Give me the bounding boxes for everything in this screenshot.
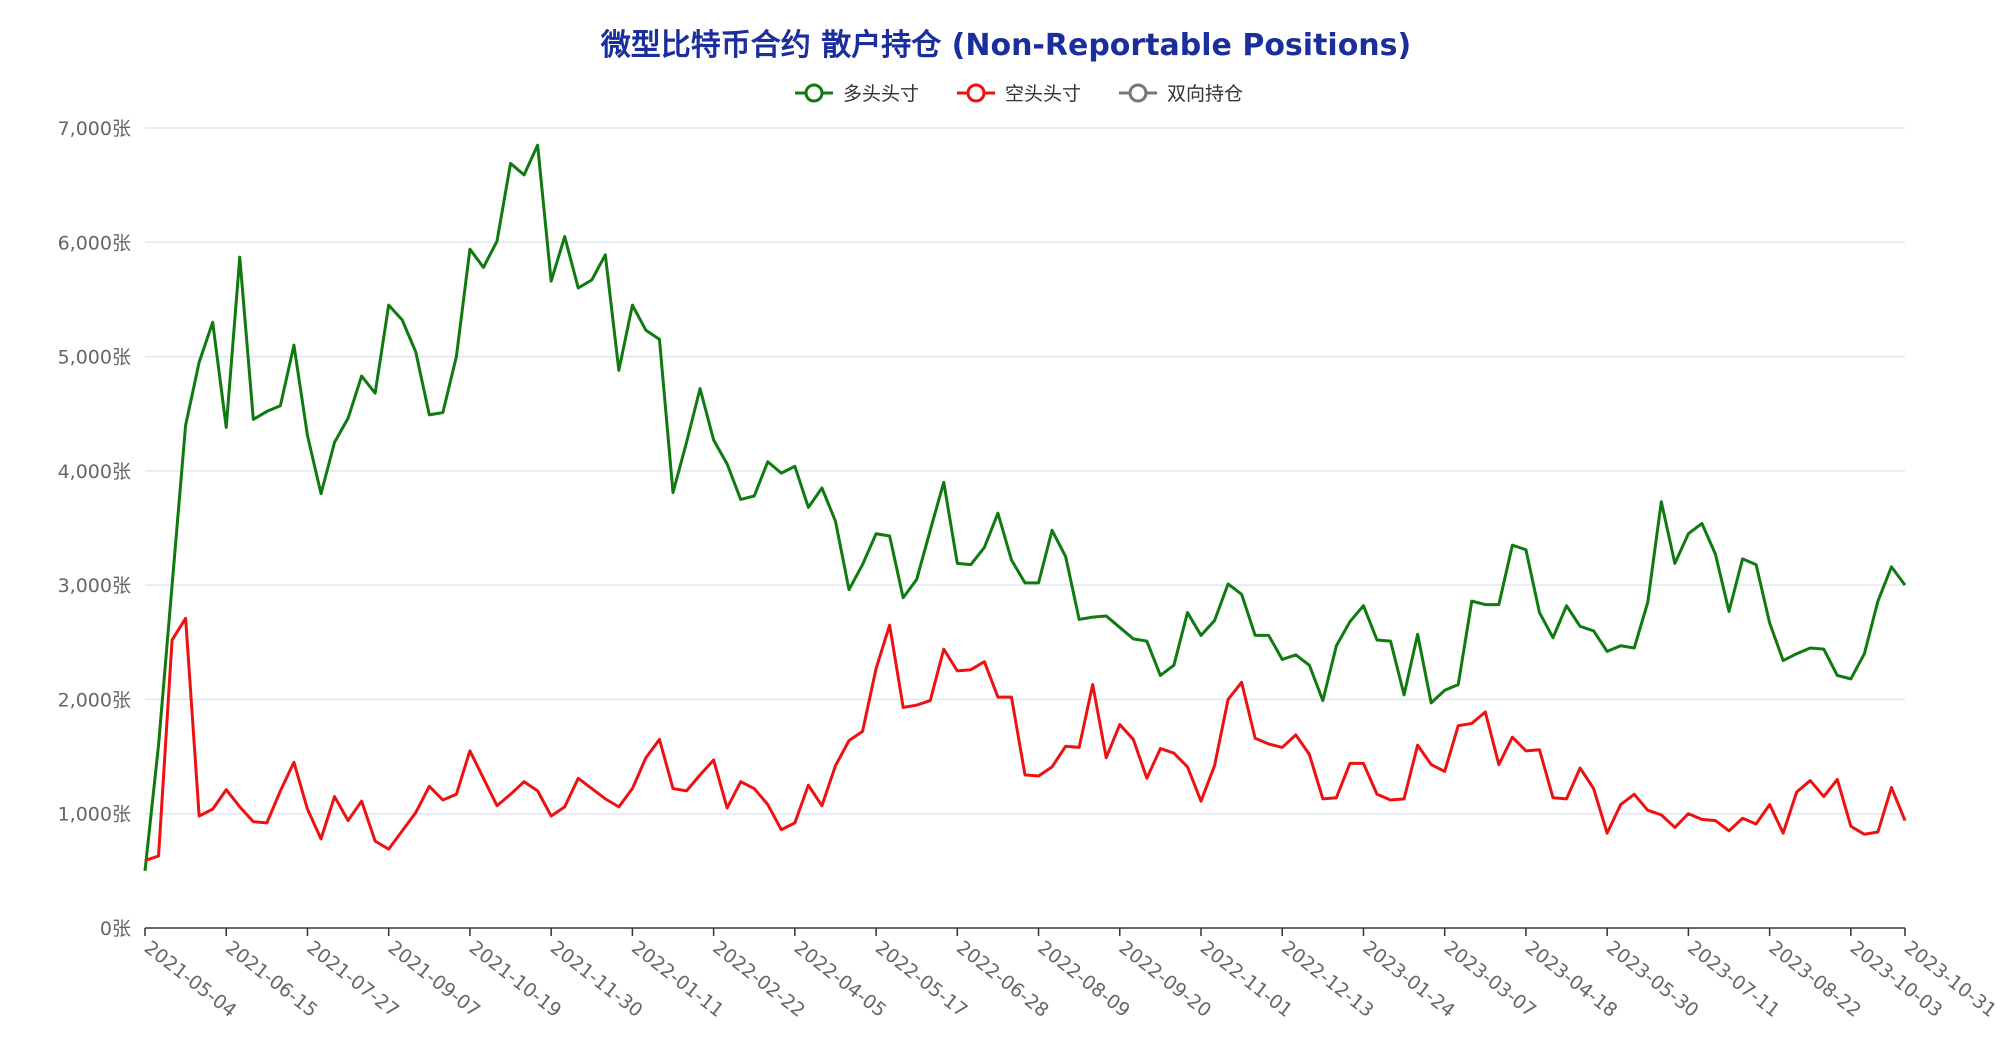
y-tick-label: 3,000张 — [58, 575, 131, 597]
grid-lines — [145, 127, 1905, 815]
series-line-1[interactable] — [144, 616, 1907, 862]
legend-label: 空头头寸 — [1005, 83, 1081, 105]
y-axis: 0张 1,000张 2,000张 3,000张 4,000张 5,000张 6,000张 7,… — [58, 118, 131, 940]
legend-item-2[interactable]: 双向持仓 — [1119, 83, 1243, 105]
chart-title: 微型比特币合约 散户持仓 (Non-Reportable Positions) — [600, 28, 1411, 63]
y-tick-label: 1,000张 — [58, 804, 131, 826]
y-tick-label: 4,000张 — [58, 461, 131, 483]
series-line-0[interactable] — [143, 143, 1907, 872]
y-tick-label: 7,000张 — [58, 118, 131, 140]
legend-item-1[interactable]: 空头头寸 — [957, 83, 1081, 105]
legend-marker-icon — [966, 83, 986, 103]
legend-label: 多头头寸 — [843, 83, 919, 105]
y-tick-label: 2,000张 — [58, 689, 131, 711]
legend-marker-icon — [1128, 83, 1148, 103]
legend-label: 双向持仓 — [1167, 83, 1243, 105]
y-tick-label: 0张 — [100, 918, 131, 940]
x-axis: 2021-05-042021-06-152021-07-272021-09-07… — [140, 927, 2000, 1022]
legend-item-0[interactable]: 多头头寸 — [795, 83, 919, 105]
series-layer — [143, 143, 1907, 872]
y-tick-label: 6,000张 — [58, 232, 131, 254]
legend[interactable]: 多头头寸 空头头寸 双向持仓 — [795, 83, 1243, 105]
y-tick-label: 5,000张 — [58, 347, 131, 369]
legend-marker-icon — [804, 83, 824, 103]
